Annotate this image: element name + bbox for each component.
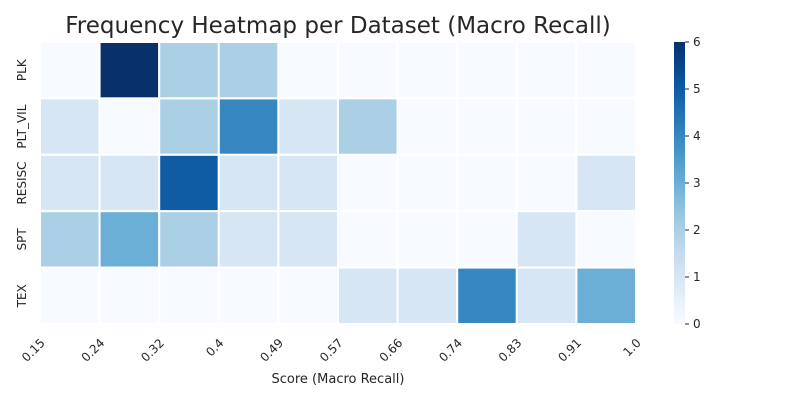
x-tick-label: 0.49 bbox=[257, 336, 286, 365]
heatmap-cell bbox=[396, 41, 459, 100]
heatmap-cell bbox=[158, 97, 220, 156]
heatmap-cell bbox=[456, 153, 518, 213]
heatmap-cell bbox=[456, 97, 518, 156]
heatmap-cell bbox=[277, 266, 339, 326]
x-tick-label: 0.74 bbox=[436, 336, 465, 365]
colorbar bbox=[674, 42, 685, 324]
heatmap-cell bbox=[277, 97, 339, 156]
heatmap-cell bbox=[98, 153, 161, 213]
x-tick-label: 0.91 bbox=[555, 336, 584, 365]
heatmap-cell bbox=[98, 41, 161, 100]
heatmap-cell bbox=[337, 266, 399, 326]
heatmap-cell bbox=[277, 210, 339, 269]
colorbar-tick-label: 5 bbox=[693, 82, 701, 96]
colorbar-tick-labels: 0 1 2 3 4 5 6 bbox=[685, 35, 701, 331]
heatmap-cell bbox=[98, 210, 161, 269]
y-tick-label: RESISC bbox=[15, 161, 29, 204]
heatmap-cell bbox=[575, 153, 638, 213]
x-axis-label: Score (Macro Recall) bbox=[272, 372, 405, 387]
x-tick-label: 0.24 bbox=[79, 336, 108, 365]
heatmap-cell bbox=[39, 41, 101, 100]
heatmap-cell bbox=[337, 210, 399, 269]
colorbar-tick-label: 6 bbox=[693, 35, 701, 49]
y-tick-label: PLT_VIL bbox=[15, 104, 29, 148]
x-tick-label: 0.32 bbox=[138, 336, 167, 365]
x-tick-label: 0.15 bbox=[19, 336, 48, 365]
heatmap-cell bbox=[39, 210, 101, 269]
y-tick-label: PLK bbox=[15, 58, 29, 81]
heatmap-cell bbox=[217, 266, 280, 326]
heatmap-cell bbox=[158, 41, 220, 100]
heatmap-cell bbox=[575, 97, 638, 156]
heatmap-cell bbox=[575, 41, 638, 100]
heatmap-cell bbox=[396, 153, 459, 213]
heatmap-cell bbox=[337, 41, 399, 100]
colorbar-tick-label: 2 bbox=[693, 223, 701, 237]
heatmap-cell bbox=[277, 153, 339, 213]
heatmap-cell bbox=[396, 97, 459, 156]
heatmap-cell bbox=[39, 153, 101, 213]
colorbar-tick-label: 1 bbox=[693, 270, 701, 284]
heatmap-cell bbox=[337, 153, 399, 213]
heatmap-cell bbox=[217, 153, 280, 213]
heatmap-cell bbox=[515, 97, 578, 156]
y-tick-label: SPT bbox=[15, 228, 29, 251]
colorbar-tick-label: 0 bbox=[693, 317, 701, 331]
heatmap-cell bbox=[515, 210, 578, 269]
colorbar-tick-label: 4 bbox=[693, 129, 701, 143]
heatmap-cell bbox=[98, 266, 161, 326]
x-tick-labels: 0.15 0.24 0.32 0.4 0.49 0.57 0.66 0.74 0.83 0.91 1… bbox=[19, 336, 644, 365]
heatmap-cell bbox=[456, 210, 518, 269]
x-tick-label: 0.83 bbox=[496, 336, 525, 365]
heatmap-cell bbox=[217, 210, 280, 269]
heatmap-cell bbox=[575, 210, 638, 269]
x-tick-label: 0.66 bbox=[377, 336, 406, 365]
heatmap-cell bbox=[39, 266, 101, 326]
heatmap-cell bbox=[158, 266, 220, 326]
heatmap-cell bbox=[515, 153, 578, 213]
heatmap-cell bbox=[98, 97, 161, 156]
heatmap-cell bbox=[575, 266, 638, 326]
x-tick-label: 0.4 bbox=[203, 336, 226, 359]
chart-title: Frequency Heatmap per Dataset (Macro Rec… bbox=[65, 13, 610, 39]
heatmap-cell bbox=[515, 266, 578, 326]
colorbar-tick-label: 3 bbox=[693, 176, 701, 190]
y-tick-label: TEX bbox=[15, 284, 29, 308]
heatmap-cell bbox=[396, 266, 459, 326]
heatmap-cell bbox=[217, 97, 280, 156]
heatmap-cells bbox=[39, 41, 638, 326]
x-tick-label: 1.0 bbox=[620, 336, 643, 359]
heatmap-cell bbox=[337, 97, 399, 156]
heatmap-cell bbox=[39, 97, 101, 156]
heatmap-cell bbox=[158, 153, 220, 213]
heatmap-cell bbox=[277, 41, 339, 100]
heatmap-cell bbox=[456, 41, 518, 100]
heatmap-cell bbox=[158, 210, 220, 269]
heatmap-cell bbox=[217, 41, 280, 100]
x-tick-label: 0.57 bbox=[317, 336, 346, 365]
heatmap-cell bbox=[515, 41, 578, 100]
heatmap-cell bbox=[396, 210, 459, 269]
heatmap-cell bbox=[456, 266, 518, 326]
y-tick-labels: PLK PLT_VIL RESISC SPT TEX bbox=[15, 58, 29, 308]
